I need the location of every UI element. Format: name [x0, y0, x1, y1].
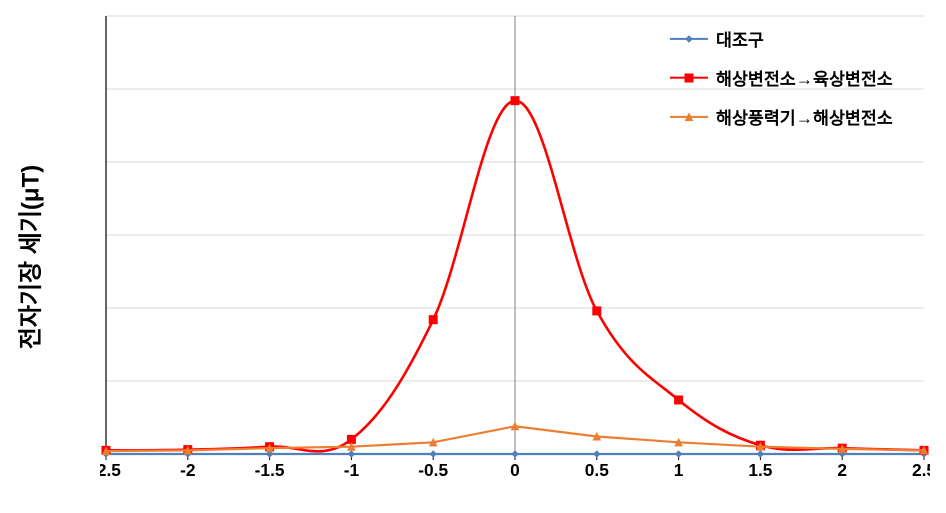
x-tick-label: 1.5 [748, 460, 772, 480]
diamond-icon [682, 32, 696, 46]
y-axis-label: 전자기장 세기(μT) [11, 164, 46, 348]
triangle-icon [682, 110, 696, 124]
legend-label: 해상변전소→육상변전소 [716, 65, 893, 90]
legend: 대조구해상변전소→육상변전소해상풍력기→해상변전소 [670, 26, 893, 143]
x-tick-label: -0.5 [418, 460, 448, 480]
x-tick-label: -1.5 [255, 460, 285, 480]
x-tick-label: 2 [837, 460, 847, 480]
legend-item-offshore_to_onshore: 해상변전소→육상변전소 [670, 65, 893, 90]
legend-label: 대조구 [716, 26, 764, 51]
x-tick-label: 0.5 [585, 460, 609, 480]
legend-swatch [670, 110, 708, 124]
chart-container: 전자기장 세기(μT) 0.000.501.001.502.002.503.00… [0, 0, 946, 513]
x-tick-label: 2.5 [912, 460, 930, 480]
legend-item-control: 대조구 [670, 26, 893, 51]
legend-label: 해상풍력기→해상변전소 [716, 104, 893, 129]
square-icon [682, 71, 696, 85]
x-tick-label: -1 [344, 460, 360, 480]
x-tick-label: 1 [674, 460, 684, 480]
legend-item-turbine_to_offshore: 해상풍력기→해상변전소 [670, 104, 893, 129]
x-tick-label: -2.5 [100, 460, 121, 480]
x-tick-label: -2 [180, 460, 195, 480]
x-tick-label: 0 [510, 460, 520, 480]
legend-swatch [670, 32, 708, 46]
legend-swatch [670, 71, 708, 85]
